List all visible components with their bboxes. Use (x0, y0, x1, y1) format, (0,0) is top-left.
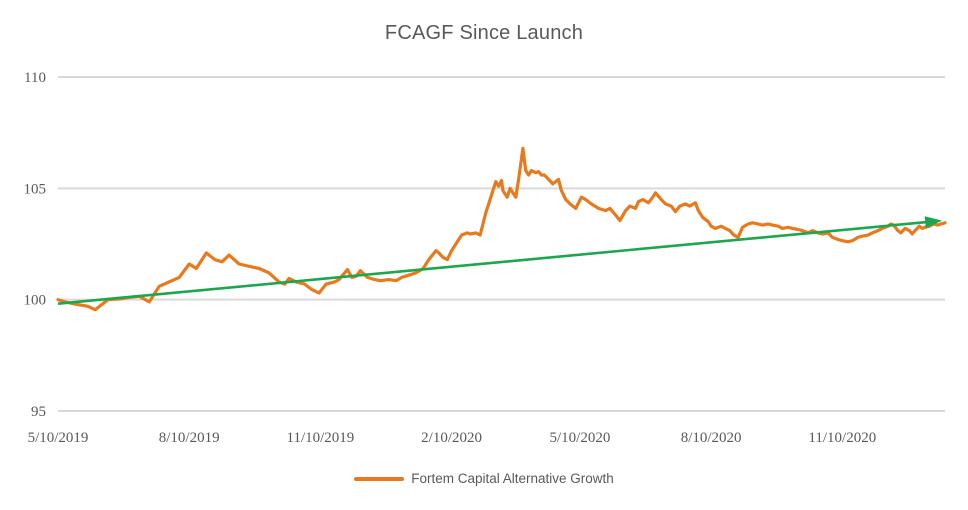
legend: Fortem Capital Alternative Growth (0, 471, 968, 486)
y-tick-label-100: 100 (24, 293, 47, 309)
x-tick-label-3: 2/10/2020 (421, 430, 482, 446)
legend-label-fortem: Fortem Capital Alternative Growth (411, 471, 614, 486)
legend-swatch-fortem (354, 476, 405, 481)
x-tick-label-0: 5/10/2019 (28, 430, 89, 446)
y-tick-label-110: 110 (24, 70, 46, 86)
y-tick-label-105: 105 (24, 181, 47, 197)
chart-title: FCAGF Since Launch (384, 22, 584, 44)
x-tick-label-2: 11/10/2019 (287, 430, 355, 446)
trendline-arrowhead-icon (924, 216, 943, 229)
series-line-fortem (56, 146, 947, 312)
x-tick-label-6: 11/10/2020 (808, 430, 876, 446)
x-tick-label-5: 8/10/2020 (681, 430, 742, 446)
y-tick-label-95: 95 (31, 404, 46, 420)
x-tick-label-1: 8/10/2019 (159, 430, 220, 446)
trendline (57, 220, 929, 305)
x-tick-label-4: 5/10/2020 (550, 430, 611, 446)
